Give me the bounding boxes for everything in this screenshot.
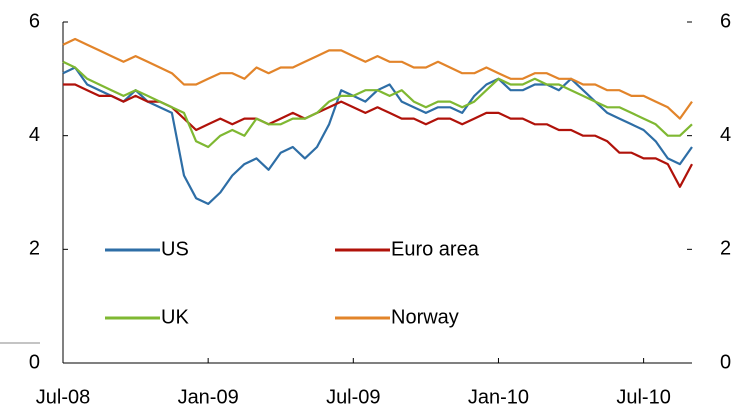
y-tick-label: 6 (29, 10, 40, 32)
y2-tick-label: 4 (720, 124, 731, 146)
x-tick-label: Jan-10 (468, 386, 529, 408)
x-tick-label: Jul-10 (616, 386, 670, 408)
y-tick-label: 2 (29, 238, 40, 260)
legend-label: US (161, 238, 189, 260)
x-tick-label: Jul-08 (36, 386, 90, 408)
y2-tick-label: 0 (720, 351, 731, 373)
x-tick-label: Jan-09 (178, 386, 239, 408)
y-tick-label: 4 (29, 124, 40, 146)
y2-tick-label: 6 (720, 10, 731, 32)
y2-tick-label: 2 (720, 238, 731, 260)
legend-label: Euro area (391, 238, 480, 260)
series-line (62, 37, 693, 120)
y-tick-label: 0 (29, 351, 40, 373)
legend-label: Norway (391, 306, 459, 328)
legend-label: UK (161, 306, 189, 328)
x-tick-label: Jul-09 (326, 386, 380, 408)
series-line (62, 60, 693, 149)
